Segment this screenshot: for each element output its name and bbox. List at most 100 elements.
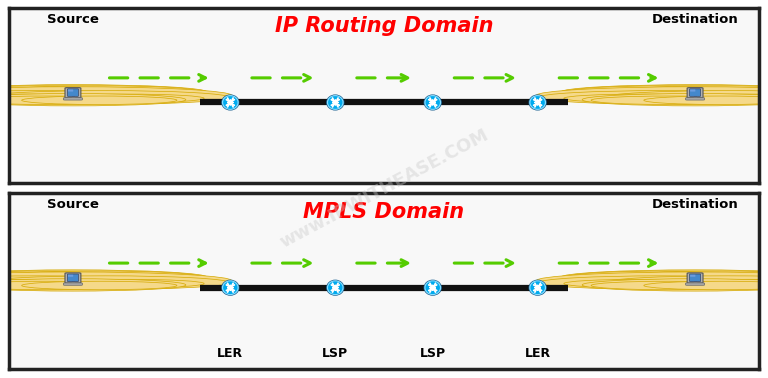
Ellipse shape [671,94,768,102]
Ellipse shape [604,91,768,104]
Ellipse shape [536,272,768,290]
Ellipse shape [530,281,545,294]
FancyBboxPatch shape [686,98,704,100]
FancyBboxPatch shape [65,88,81,98]
Ellipse shape [538,91,768,104]
Ellipse shape [530,96,545,109]
Ellipse shape [561,270,768,285]
Ellipse shape [424,95,441,110]
Ellipse shape [656,275,768,284]
Ellipse shape [49,279,204,288]
Ellipse shape [623,271,768,282]
Ellipse shape [327,95,344,110]
Ellipse shape [0,94,97,102]
Ellipse shape [223,96,238,109]
FancyBboxPatch shape [690,274,700,282]
Ellipse shape [582,279,768,291]
Ellipse shape [582,93,768,106]
FancyBboxPatch shape [68,89,78,96]
Ellipse shape [425,281,440,294]
FancyBboxPatch shape [686,283,704,285]
Ellipse shape [591,96,746,105]
Ellipse shape [223,282,237,293]
Ellipse shape [424,280,441,295]
Ellipse shape [656,90,768,99]
Ellipse shape [531,97,545,108]
Ellipse shape [0,90,112,99]
FancyBboxPatch shape [687,88,703,98]
Text: LER: LER [217,347,243,360]
Text: Destination: Destination [652,198,739,211]
Ellipse shape [1,271,198,282]
Ellipse shape [591,281,746,290]
Text: Source: Source [47,198,99,211]
Ellipse shape [329,97,342,108]
Bar [694,281,696,283]
Ellipse shape [1,86,198,97]
Ellipse shape [222,95,239,110]
Ellipse shape [570,271,767,282]
Ellipse shape [425,96,440,109]
Ellipse shape [328,281,343,294]
FancyBboxPatch shape [690,275,695,277]
Text: IP Routing Domain: IP Routing Domain [275,16,493,36]
Ellipse shape [644,96,768,105]
FancyBboxPatch shape [65,273,81,283]
Ellipse shape [426,97,439,108]
Ellipse shape [0,270,207,285]
Ellipse shape [564,279,719,288]
FancyBboxPatch shape [687,273,703,283]
Ellipse shape [671,279,768,288]
Ellipse shape [531,282,545,293]
Text: LER: LER [525,347,551,360]
Ellipse shape [565,90,734,99]
Ellipse shape [0,271,145,282]
FancyBboxPatch shape [64,98,82,100]
Ellipse shape [564,94,719,102]
FancyBboxPatch shape [68,275,73,277]
Ellipse shape [604,276,768,290]
Ellipse shape [0,276,164,290]
Text: MPLS Domain: MPLS Domain [303,201,465,222]
Ellipse shape [644,281,768,290]
Ellipse shape [22,96,177,105]
Ellipse shape [561,85,768,99]
Ellipse shape [0,281,124,290]
Ellipse shape [565,275,734,284]
Ellipse shape [0,276,230,290]
Ellipse shape [0,93,186,106]
Text: LSP: LSP [323,347,349,360]
Ellipse shape [22,281,177,290]
Ellipse shape [328,96,343,109]
FancyBboxPatch shape [68,274,78,282]
Ellipse shape [623,86,768,97]
Ellipse shape [0,85,207,99]
Ellipse shape [222,280,239,295]
Ellipse shape [0,279,186,291]
Text: www.IPWITHEASE.COM: www.IPWITHEASE.COM [276,126,492,252]
Ellipse shape [34,275,203,284]
Ellipse shape [49,94,204,102]
FancyBboxPatch shape [690,90,695,91]
Text: Destination: Destination [652,13,739,26]
Ellipse shape [529,95,546,110]
Ellipse shape [0,91,164,104]
Bar [72,96,74,98]
Ellipse shape [0,279,97,288]
Ellipse shape [0,91,230,104]
Ellipse shape [34,90,203,99]
Ellipse shape [329,282,342,293]
Text: LSP: LSP [419,347,445,360]
Bar [72,281,74,283]
Ellipse shape [538,276,768,290]
FancyBboxPatch shape [68,90,73,91]
Bar [694,96,696,98]
Ellipse shape [223,281,238,294]
Ellipse shape [327,280,344,295]
Ellipse shape [570,86,767,97]
Ellipse shape [0,86,145,97]
Ellipse shape [529,280,546,295]
Ellipse shape [0,87,232,104]
Ellipse shape [223,97,237,108]
Ellipse shape [536,87,768,104]
